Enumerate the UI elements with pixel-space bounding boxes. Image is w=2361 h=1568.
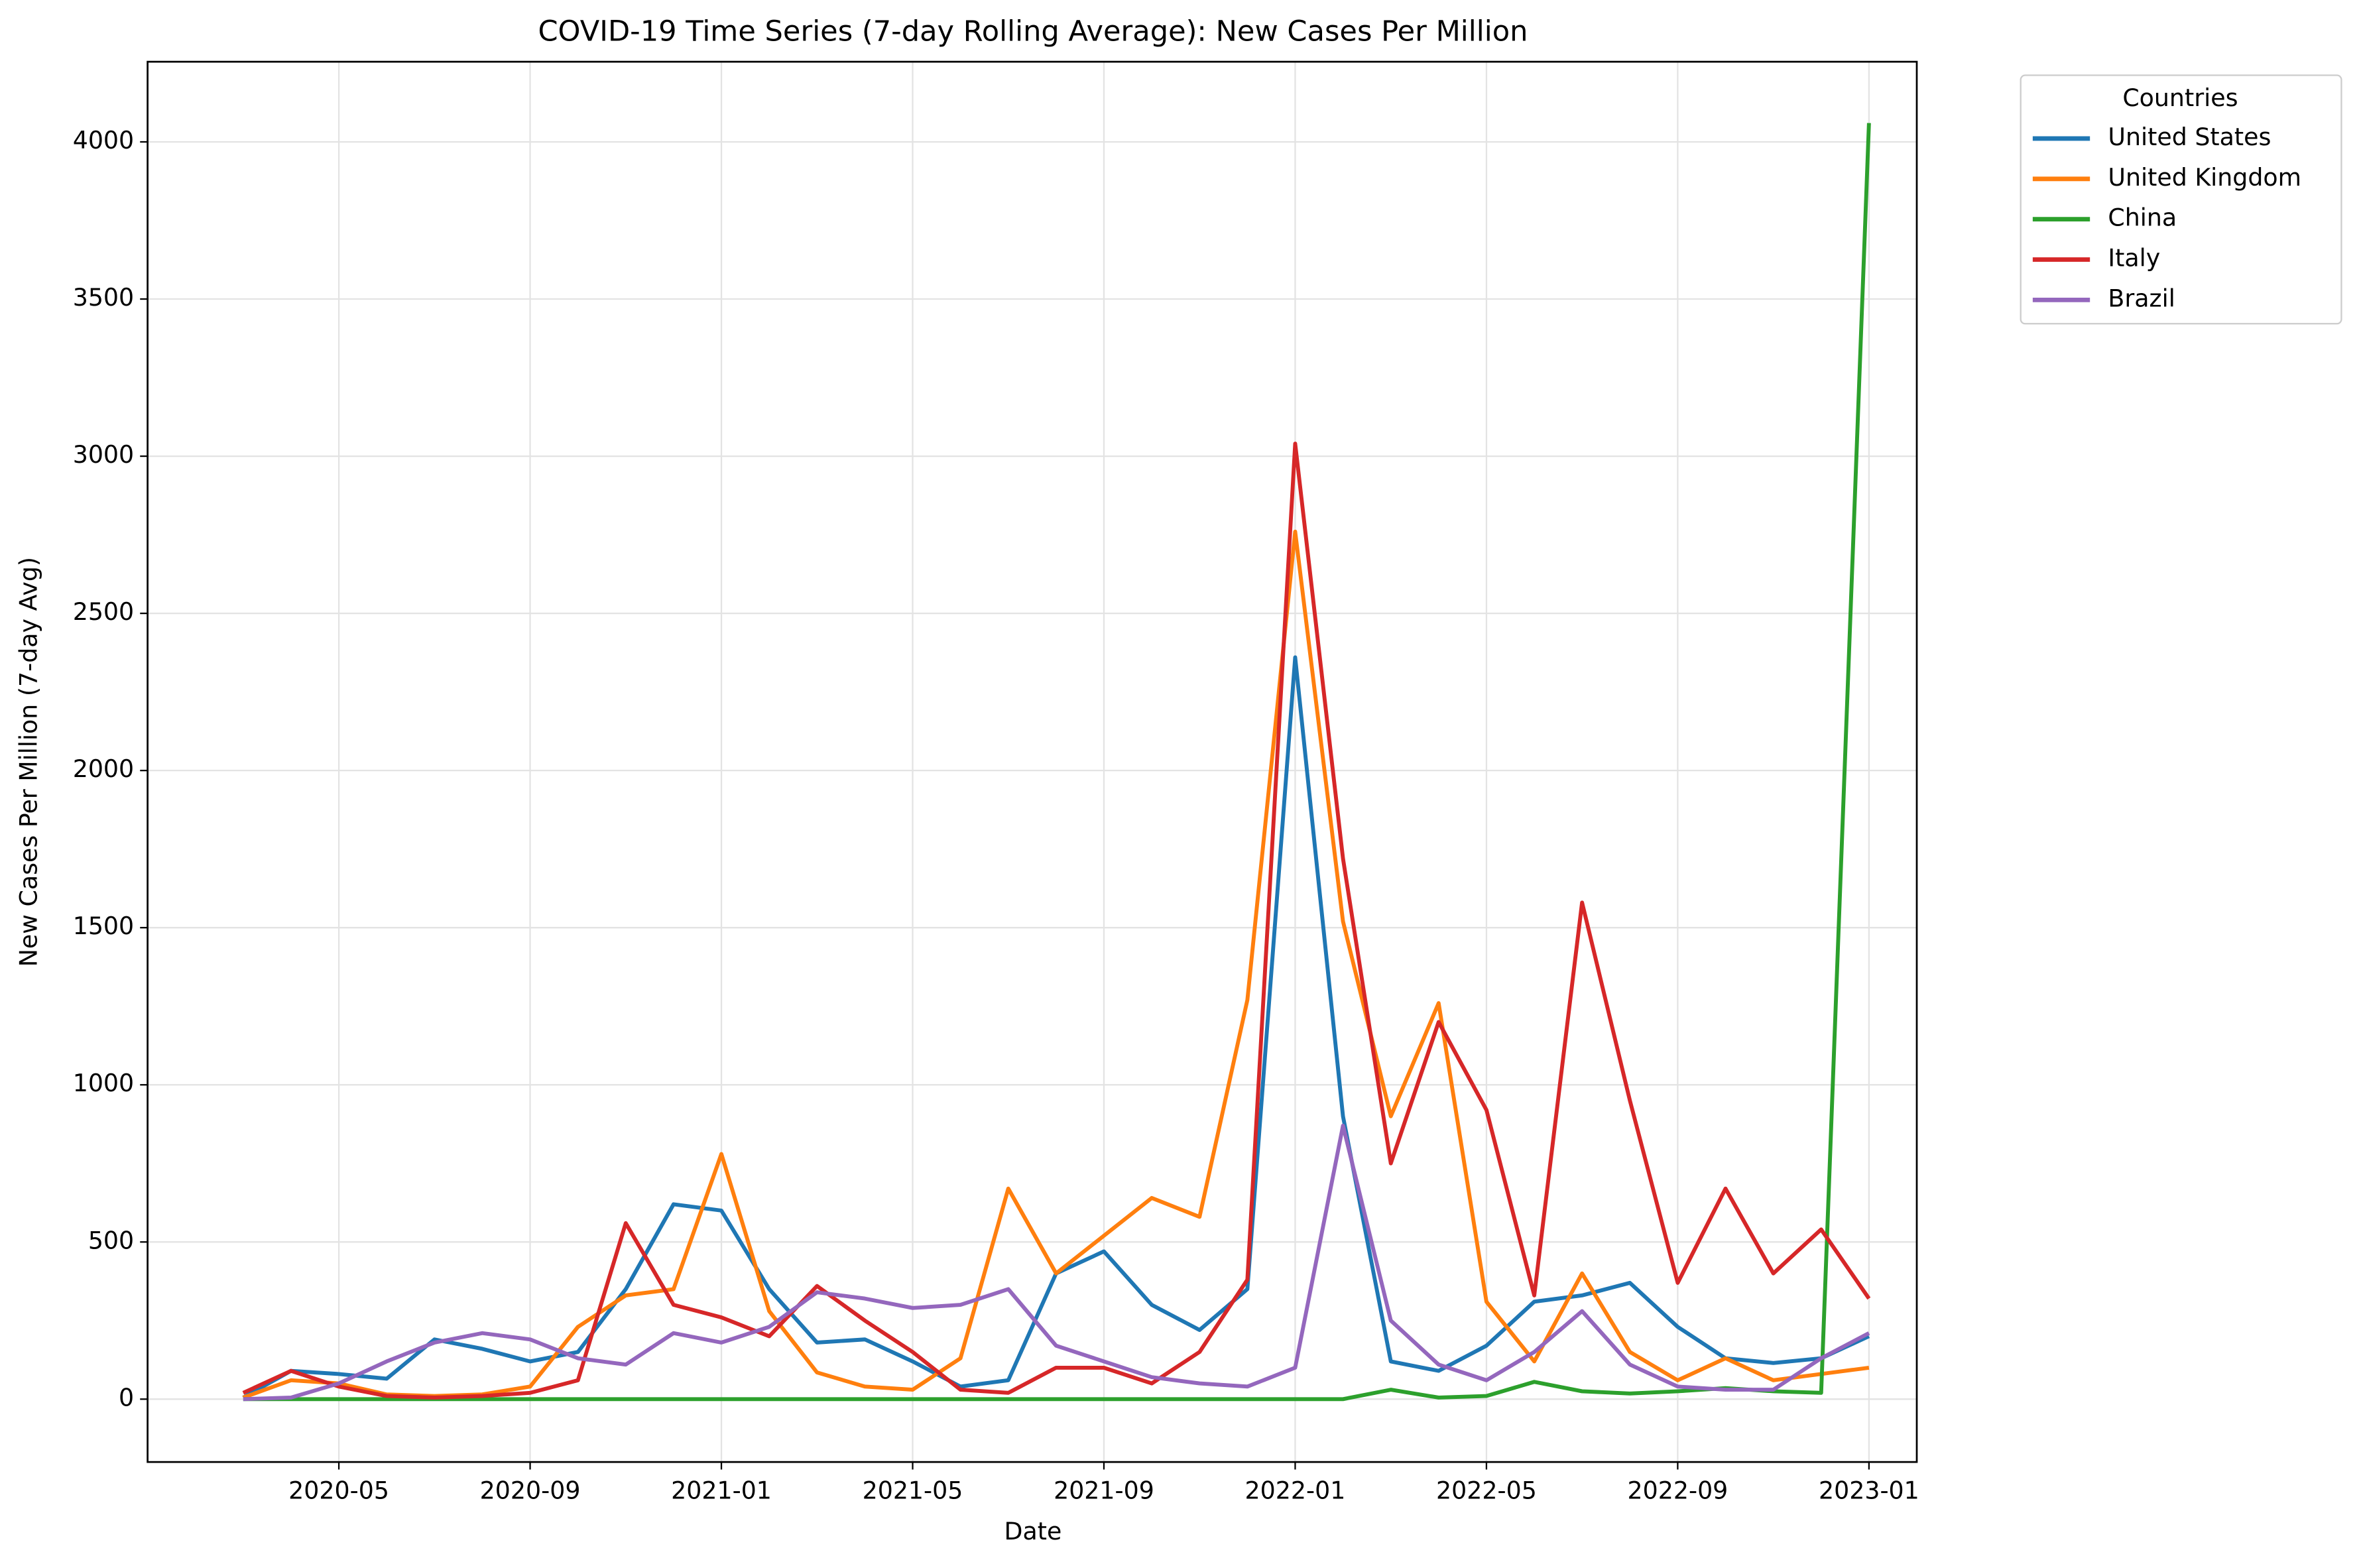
y-tick-label: 2500 [73, 597, 134, 626]
y-tick-label: 0 [119, 1383, 134, 1412]
y-tick-label: 4000 [73, 126, 134, 154]
x-tick-label: 2020-05 [288, 1477, 389, 1505]
y-tick-label: 3500 [73, 283, 134, 312]
y-tick-label: 2000 [73, 754, 134, 783]
legend: Countries United States United Kingdom Chi… [2020, 74, 2342, 325]
x-tick-label: 2020-09 [480, 1477, 581, 1505]
series-line [242, 529, 1870, 1400]
x-tick-label: 2021-09 [1054, 1477, 1154, 1505]
series-line [243, 123, 1871, 1402]
y-axis-label: New Cases Per Million (7-day Avg) [14, 557, 42, 967]
series-line [243, 1123, 1870, 1402]
chart-title: COVID-19 Time Series (7-day Rolling Aver… [538, 15, 1528, 48]
legend-box [2020, 74, 2342, 325]
legend-title: Countries [2122, 84, 2238, 112]
x-tick-label: 2021-01 [671, 1477, 772, 1505]
y-tick-label: 500 [88, 1226, 134, 1254]
y-tick-label: 1500 [73, 912, 134, 940]
lines [242, 123, 1871, 1402]
y-tick-label: 3000 [73, 440, 134, 469]
x-tick-label: 2022-05 [1436, 1477, 1537, 1505]
legend-label: Italy [2108, 244, 2160, 272]
legend-label: Brazil [2108, 284, 2175, 312]
legend-label: United States [2108, 123, 2271, 151]
x-tick-label: 2022-01 [1245, 1477, 1346, 1505]
legend-label: China [2108, 204, 2177, 232]
y-tick-label: 1000 [73, 1069, 134, 1097]
x-tick-label: 2023-01 [1819, 1477, 1919, 1505]
x-tick-label: 2021-05 [863, 1477, 963, 1505]
plot-frame [147, 60, 1918, 1463]
series-line [242, 442, 1871, 1400]
grid [147, 62, 1917, 1463]
legend-label: United Kingdom [2108, 163, 2301, 192]
x-tick-label: 2022-09 [1628, 1477, 1728, 1505]
x-axis-label: Date [1004, 1517, 1062, 1545]
